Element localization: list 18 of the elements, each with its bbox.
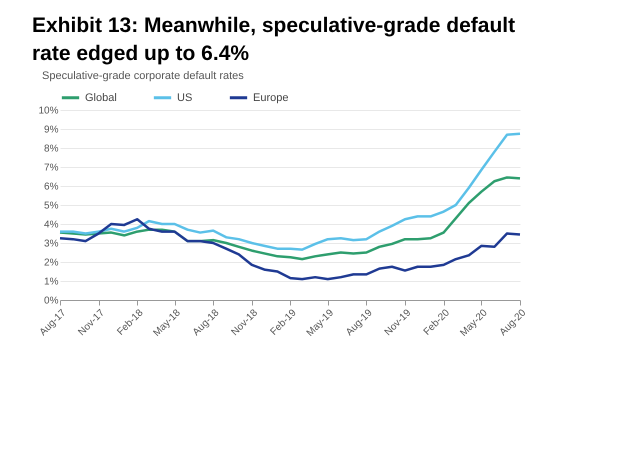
y-tick-label: 3% [44,238,59,250]
y-tick-label: 8% [44,144,59,154]
y-tick-label: 0% [44,296,59,306]
y-tick-label: 6% [44,182,59,192]
legend-label: Europe [253,92,288,104]
legend-label: Global [85,92,117,104]
line-series [58,132,522,251]
y-tick-label: 7% [44,162,59,174]
y-tick-label: 4% [44,220,59,230]
y-tick-label: 10% [38,106,59,116]
chart-subtitle: Speculative-grade corporate default rates [42,70,245,82]
legend-label: US [177,92,192,104]
y-tick-label: 2% [44,258,59,268]
y-tick-label: 1% [44,276,59,288]
y-tick-label: 9% [44,124,59,136]
y-tick-label: 5% [44,200,59,212]
chart-title: Exhibit 13: Meanwhile, speculative-grade default rate edged up to 6.4% [32,13,516,67]
line-series [58,218,522,280]
